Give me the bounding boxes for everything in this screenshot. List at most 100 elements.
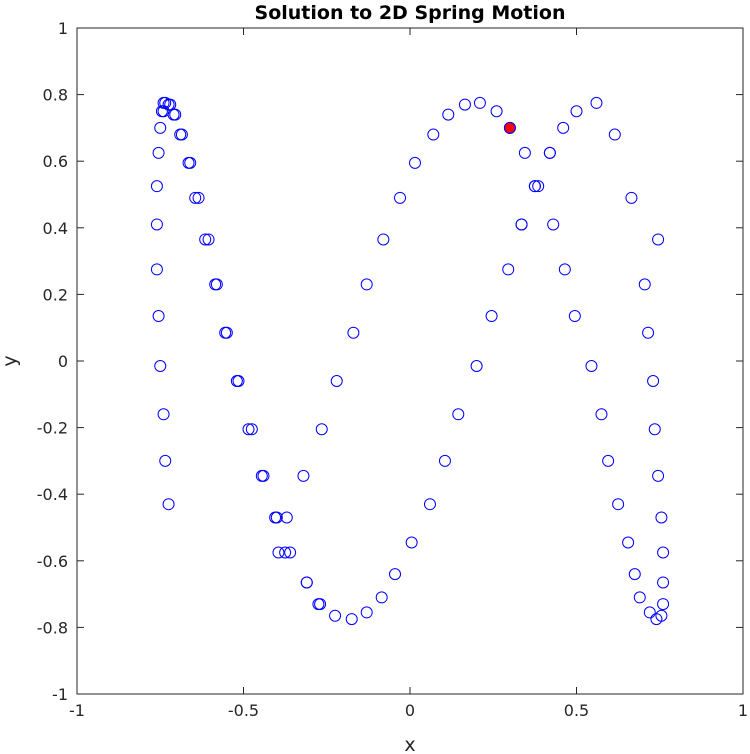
y-axis-label: y [0, 355, 21, 366]
plot-frame [76, 27, 744, 695]
data-point [329, 609, 342, 622]
data-point [438, 454, 451, 467]
data-point [585, 359, 598, 372]
chart-title: Solution to 2D Spring Motion [255, 2, 566, 24]
highlighted-point [503, 121, 516, 134]
data-point [389, 568, 402, 581]
data-point [515, 218, 528, 231]
data-point [150, 263, 163, 276]
x-tick-label: 0.5 [564, 701, 589, 720]
data-point [189, 191, 202, 204]
data-point [314, 598, 327, 611]
data-point [557, 121, 570, 134]
data-point [245, 423, 258, 436]
data-point [408, 156, 421, 169]
x-tick-label: 0 [405, 701, 415, 720]
data-point [280, 511, 293, 524]
data-point [622, 536, 635, 549]
data-point [452, 408, 465, 421]
data-point [300, 576, 313, 589]
data-point [232, 374, 245, 387]
data-point [473, 96, 486, 109]
y-tick-label: 0.4 [43, 219, 68, 238]
data-point [257, 469, 270, 482]
data-point [157, 408, 170, 421]
x-tick-label: -0.5 [228, 701, 259, 720]
data-point [159, 454, 172, 467]
y-tick-label: -0.2 [37, 419, 68, 438]
data-point [152, 146, 165, 159]
data-point [648, 423, 661, 436]
y-tick-label: -0.4 [37, 485, 68, 504]
data-point [558, 263, 571, 276]
y-tick-label: 0 [58, 352, 68, 371]
data-point [642, 326, 655, 339]
data-point [360, 606, 373, 619]
data-point [152, 310, 165, 323]
data-point [360, 278, 373, 291]
data-point [162, 498, 175, 511]
data-points [150, 96, 670, 626]
data-point [150, 180, 163, 193]
data-point [612, 498, 625, 511]
data-point [154, 359, 167, 372]
data-point [657, 576, 670, 589]
data-point [405, 536, 418, 549]
data-point [347, 326, 360, 339]
data-point [655, 511, 668, 524]
data-point [608, 128, 621, 141]
data-point [502, 263, 515, 276]
data-point [315, 423, 328, 436]
data-point [199, 233, 212, 246]
data-point [532, 180, 545, 193]
data-point [184, 156, 197, 169]
data-point [647, 374, 660, 387]
data-point [297, 469, 310, 482]
data-point [154, 121, 167, 134]
data-point [570, 105, 583, 118]
y-tick-label: 0.2 [43, 285, 68, 304]
data-point [210, 278, 223, 291]
data-point [242, 423, 255, 436]
data-point [279, 546, 292, 559]
data-point [470, 359, 483, 372]
data-point [377, 233, 390, 246]
data-point [568, 310, 581, 323]
y-tick-label: 0.6 [43, 152, 68, 171]
data-point [625, 191, 638, 204]
y-tick-label: -0.6 [37, 552, 68, 571]
data-point [652, 469, 665, 482]
data-point [375, 591, 388, 604]
data-point [394, 191, 407, 204]
data-point [345, 613, 358, 626]
data-point [270, 511, 283, 524]
data-point [485, 310, 498, 323]
data-point [423, 498, 436, 511]
y-tick-label: 0.8 [43, 86, 68, 105]
plot-area [76, 27, 744, 695]
y-tick-label: 1 [58, 19, 68, 38]
x-axis-label: x [404, 734, 415, 754]
data-point [638, 278, 651, 291]
data-point [655, 609, 668, 622]
data-point [490, 105, 503, 118]
data-point [192, 191, 205, 204]
data-point [518, 146, 531, 159]
data-point [284, 546, 297, 559]
data-point [442, 108, 455, 121]
data-point [543, 146, 556, 159]
y-axis-ticks: -1 -0.8 -0.6 -0.4 -0.2 0 0.2 0.4 0.6 0.8 1 [37, 19, 743, 704]
data-point [652, 233, 665, 246]
x-tick-label: -1 [69, 701, 85, 720]
x-tick-label: 1 [738, 701, 748, 720]
data-point [272, 546, 285, 559]
data-point [643, 606, 656, 619]
data-point [150, 218, 163, 231]
data-point [547, 218, 560, 231]
x-axis-ticks: -1 -0.5 0 0.5 1 [69, 28, 748, 720]
data-point [220, 326, 233, 339]
data-point [175, 128, 188, 141]
data-point [330, 374, 343, 387]
data-point [633, 591, 646, 604]
